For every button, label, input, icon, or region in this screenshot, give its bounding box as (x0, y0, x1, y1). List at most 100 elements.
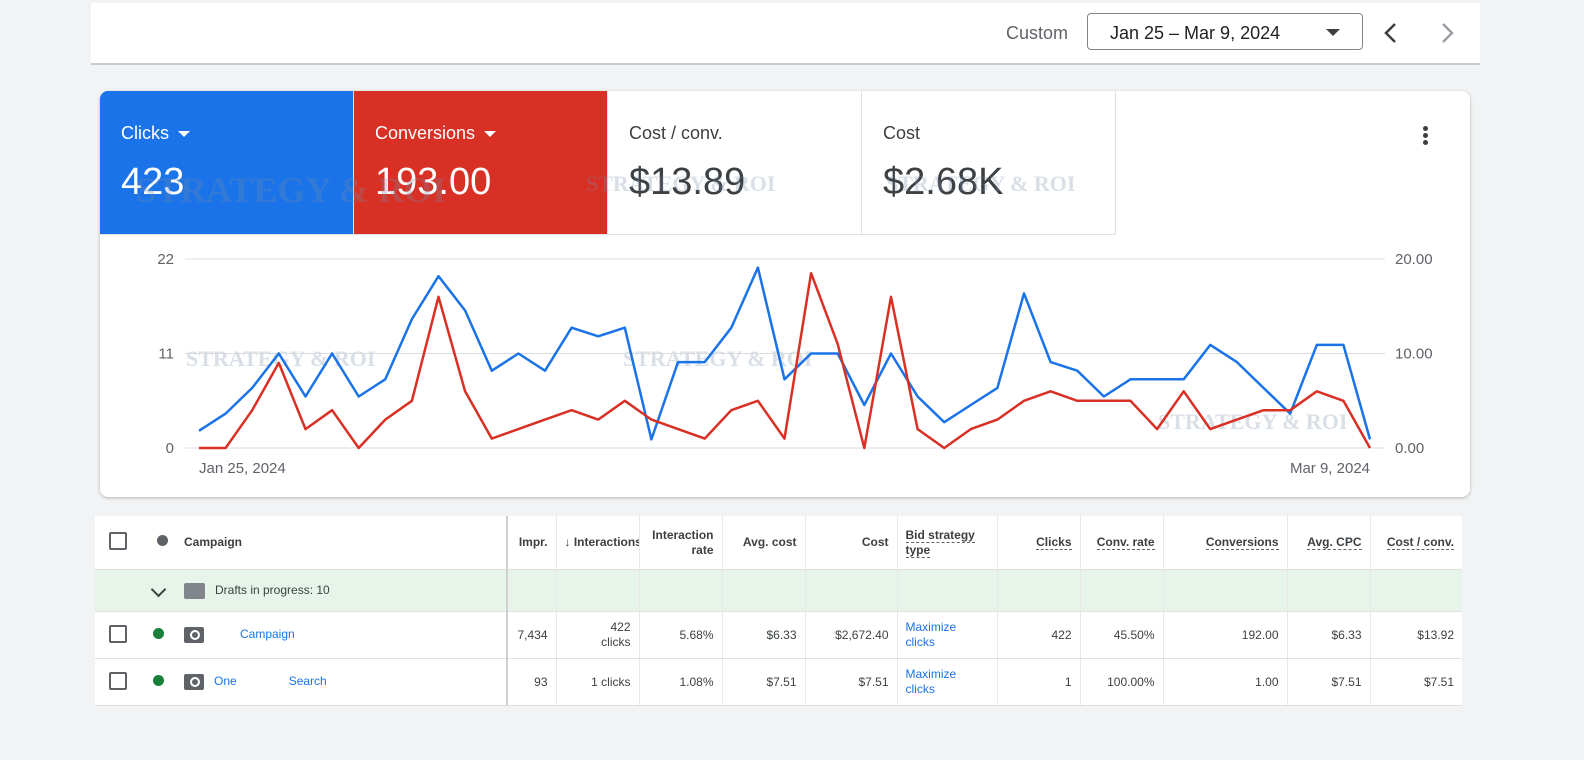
status-dot (152, 628, 164, 639)
table-cell: 1.00 (1162, 658, 1287, 706)
column-header[interactable]: Bid strategy type (896, 516, 997, 570)
scorecard[interactable]: Cost / conv. $13.89 (608, 91, 862, 235)
scorecard-label: Conversions (375, 123, 497, 144)
sort-arrow: ↓ (564, 535, 574, 549)
draft-empty-cell (721, 569, 805, 612)
checkbox[interactable] (108, 624, 127, 643)
table-cell: $7.51 (721, 658, 805, 706)
draft-empty-cell (1286, 569, 1370, 612)
dropdown-caret (484, 131, 497, 138)
status-header (140, 516, 176, 570)
prev-button[interactable] (1381, 21, 1401, 45)
campaign-row: Campaign 7,434 422 clicks 5.68% $6.33 $2,672.… (95, 611, 1462, 659)
y2-tick-label: 20.00 (1395, 251, 1433, 268)
column-header[interactable]: Avg. cost (721, 516, 805, 570)
column-header[interactable]: Cost / conv. (1369, 516, 1462, 570)
date-picker[interactable]: Jan 25 – Mar 9, 2024 (1087, 13, 1363, 50)
checkbox[interactable] (108, 531, 127, 550)
column-header[interactable]: Interaction rate (638, 516, 722, 570)
table-cell: 5.68% (638, 611, 722, 659)
column-header-text: Bid strategy type (905, 527, 975, 558)
draft-label: Drafts in progress: 10 (215, 582, 330, 597)
column-header[interactable]: Clicks (996, 516, 1080, 570)
status-dot (157, 535, 168, 546)
watermark: STRATEGY & ROI (886, 171, 1076, 196)
watermark: STRATEGY & ROI (586, 171, 776, 196)
column-header[interactable]: Cost (804, 516, 897, 570)
table-cell: $6.33 (1286, 611, 1370, 659)
column-header-text: Clicks (1036, 535, 1072, 550)
checkbox-cell (95, 658, 140, 706)
date-range: Jan 25 – Mar 9, 2024 (1110, 23, 1281, 43)
campaign-name-cell: Campaign (176, 611, 507, 659)
table-cell: 1 clicks (555, 658, 639, 706)
status-cell (140, 658, 176, 706)
draft-empty-cell (896, 569, 997, 612)
column-header[interactable]: Conversions (1162, 516, 1287, 570)
table-cell: Maximize clicks (896, 658, 997, 706)
table-cell: $6.33 (721, 611, 805, 659)
campaign-table: Campaign Impr. ↓ Interactions Interaction r… (95, 516, 1462, 706)
column-header[interactable]: Avg. CPC (1286, 516, 1370, 570)
draft-empty-cell (804, 569, 897, 612)
expand-cell (95, 569, 140, 612)
column-header-text: Cost / conv. (1386, 535, 1454, 550)
scorecard-value: 423 (121, 161, 185, 203)
campaign-name-cell: One Search (176, 658, 507, 706)
campaign-name[interactable]: One (214, 674, 237, 689)
draft-empty-cell (638, 569, 722, 612)
draft-empty-cell (1162, 569, 1287, 612)
scorecard[interactable]: Conversions 193.00 (354, 91, 608, 235)
table-cell: 1 (996, 658, 1080, 706)
checkbox[interactable] (108, 671, 127, 690)
table-cell: $7.51 (1286, 658, 1370, 706)
scorecard-value: 193.00 (375, 161, 492, 203)
table-cell: $2,672.40 (804, 611, 897, 659)
scorecard-value: $2.68K (883, 161, 1004, 203)
dropdown-caret (1326, 29, 1340, 36)
chart: 0 11 22 0.00 10.00 20.00 Jan 25, 2024 Mar 9, 20… (157, 251, 1433, 477)
dropdown-caret (178, 131, 190, 138)
expand-cell (140, 569, 176, 612)
column-header-text: Avg. CPC (1307, 535, 1362, 550)
campaign-type-icon (184, 674, 204, 690)
draft-empty-cell (506, 569, 556, 612)
table-cell: $13.92 (1369, 611, 1462, 659)
table-cell: 7,434 (506, 611, 556, 659)
folder-icon (184, 582, 205, 599)
table-cell: 45.50% (1079, 611, 1163, 659)
table-cell: 1.08% (638, 658, 722, 706)
table-cell: $7.51 (804, 658, 897, 706)
range-label: Custom (1006, 23, 1069, 43)
column-header[interactable]: Campaign (176, 516, 507, 570)
x-tick-label: Jan 25, 2024 (199, 460, 286, 477)
campaign-name[interactable]: Campaign (240, 627, 295, 642)
checkbox-cell (95, 516, 140, 570)
y-tick-label: 11 (158, 346, 174, 363)
x-tick-label: Mar 9, 2024 (1290, 460, 1370, 477)
table-cell: 100.00% (1079, 658, 1163, 706)
campaign-name[interactable]: Search (288, 674, 327, 689)
draft-empty-cell (1369, 569, 1462, 612)
scorecard[interactable]: Clicks 423 (100, 91, 354, 235)
draft-cell: Drafts in progress: 10 (176, 569, 507, 612)
draft-empty-cell (996, 569, 1080, 612)
column-header[interactable]: Impr. (506, 516, 556, 570)
y-tick-label: 22 (157, 251, 174, 268)
expand-chevron[interactable] (150, 581, 166, 597)
status-dot (152, 675, 164, 686)
column-header[interactable]: Conv. rate (1079, 516, 1163, 570)
table-cell: Maximize clicks (896, 611, 997, 659)
scorecard[interactable]: Cost $2.68K (862, 91, 1116, 235)
column-header-text: Cost (861, 535, 889, 549)
column-header-text: Conversions (1205, 535, 1279, 550)
table-cell: 192.00 (1162, 611, 1287, 659)
y-tick-label: 0 (166, 440, 174, 457)
column-header[interactable]: ↓ Interactions (555, 516, 639, 570)
series-line (198, 266, 1372, 441)
scorecard-label: Cost / conv. (629, 123, 723, 143)
next-button[interactable] (1437, 21, 1457, 45)
column-header-text: Interactions (573, 535, 639, 549)
table-cell: 422 clicks (555, 611, 639, 659)
